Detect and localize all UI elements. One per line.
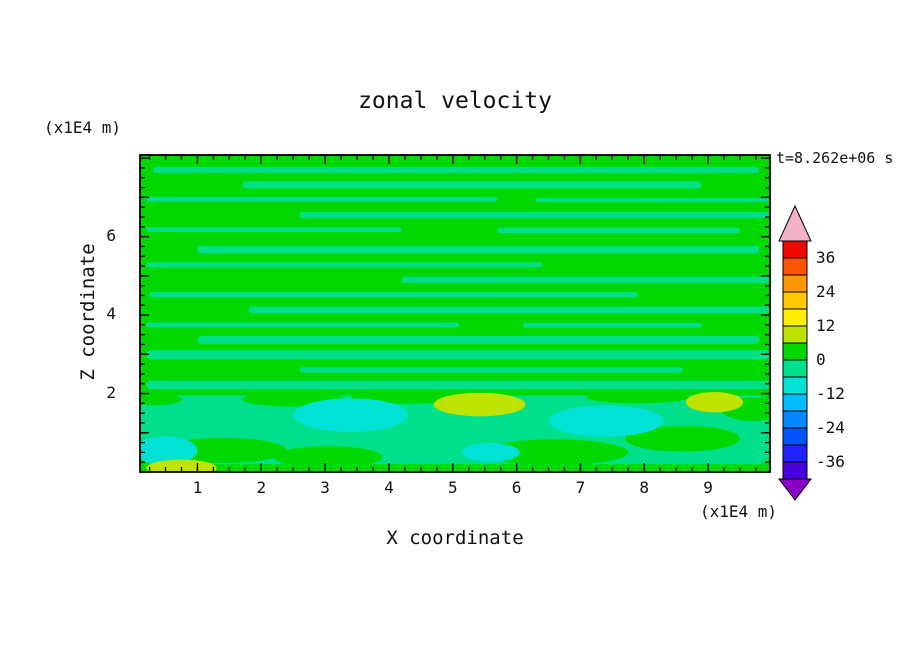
x-tick-label: 5 [447,478,458,497]
colorbar-tick-label: 0 [816,350,826,369]
timestamp-label: t=8.262e+06 s [776,149,894,167]
x-tick-label: 2 [256,478,267,497]
z-tick-label: 2 [106,382,116,402]
x-tick-label: 3 [320,478,330,497]
colorbar-tick-label: 12 [816,316,836,335]
x-axis-title: X coordinate [386,527,524,549]
x-tick-label: 7 [575,478,586,497]
plot-frame [139,154,771,473]
colorbar-over-arrow [778,204,812,242]
colorbar-tick-label: -36 [816,452,845,471]
x-tick-label: 6 [511,478,522,497]
colorbar [777,204,813,501]
z-tick-label: 4 [106,304,116,324]
plot-title: zonal velocity [358,88,552,114]
contour-field [140,155,770,472]
x-tick-label: 9 [703,478,713,497]
x-tick-label: 8 [639,478,650,497]
x-tick-label: 1 [192,478,203,497]
y-axis-units-label: (x1E4 m) [44,118,122,137]
colorbar-under-arrow [777,478,813,501]
x-axis-units-label: (x1E4 m) [699,502,777,521]
x-tick-label: 4 [384,478,394,497]
z-tick-label: 6 [106,225,116,245]
colorbar-tick-label: 24 [816,282,836,301]
colorbar-tick-label: 36 [816,248,836,267]
colorbar-tick-label: -24 [816,418,845,437]
colorbar-tick-label: -12 [816,384,845,403]
